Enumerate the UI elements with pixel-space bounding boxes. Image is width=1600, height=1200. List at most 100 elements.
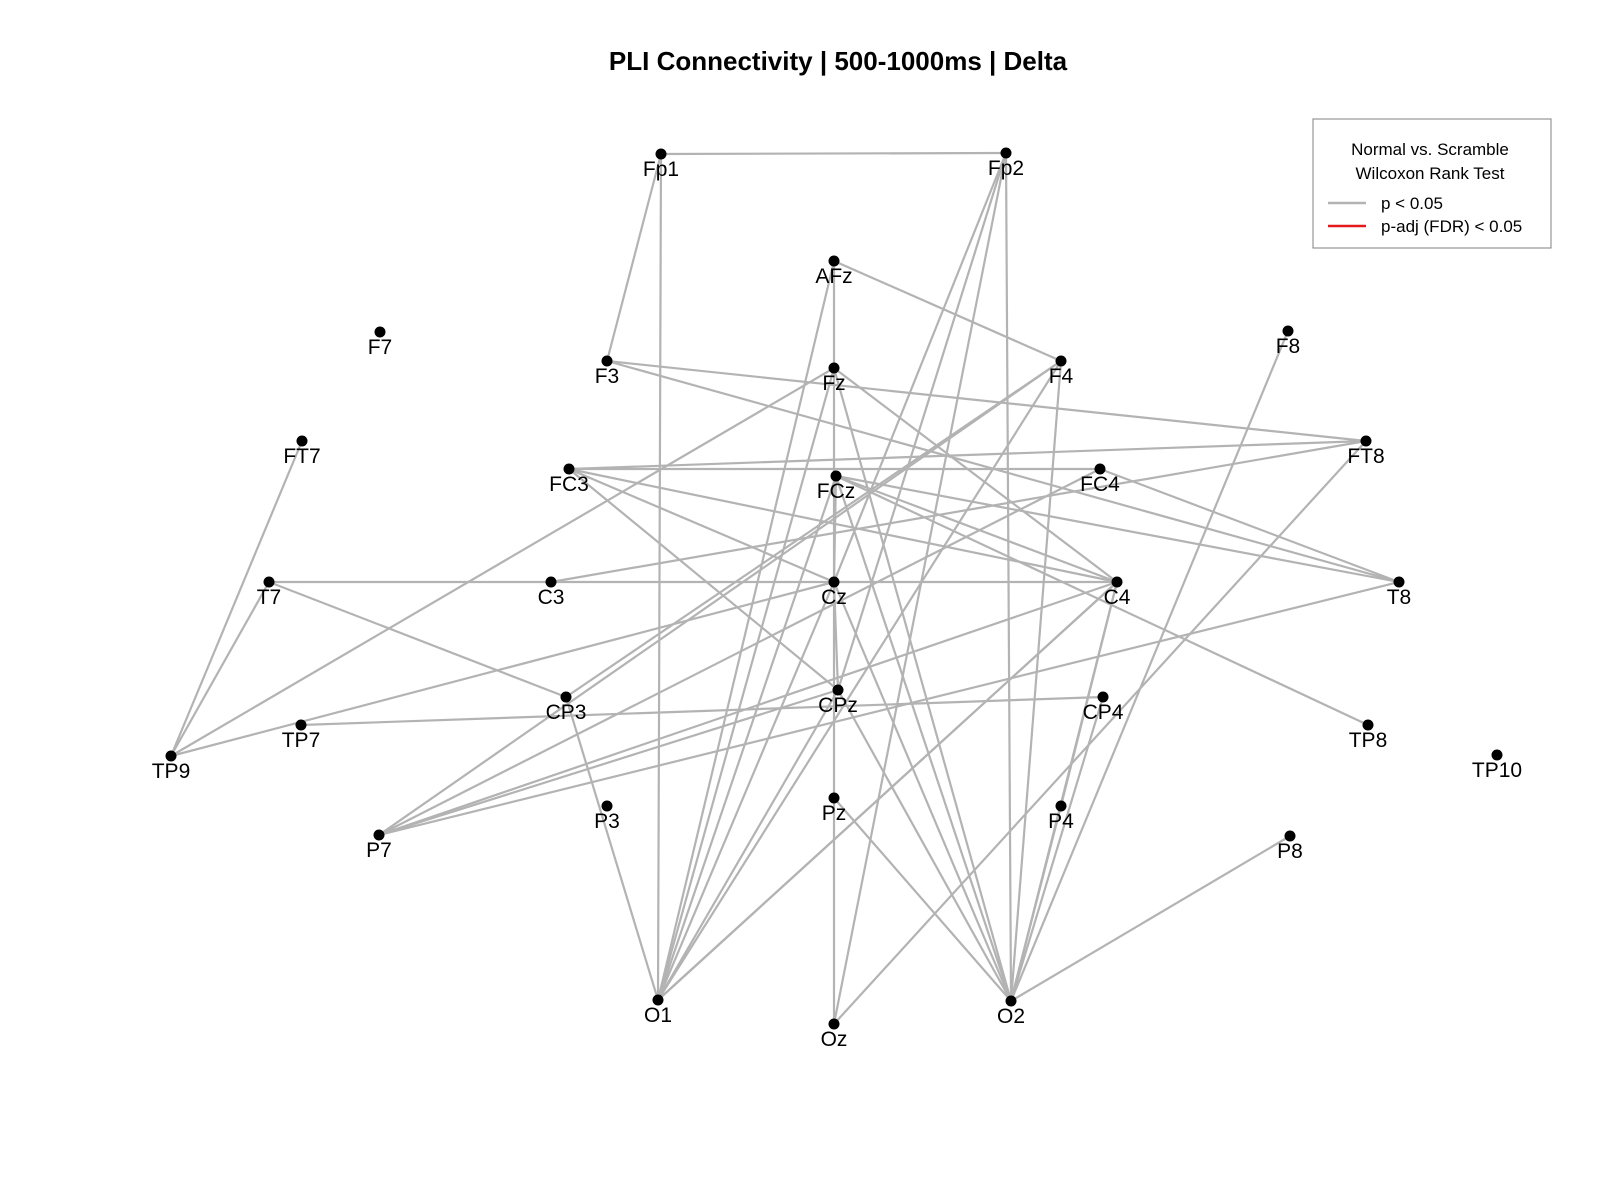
- edge-p005-ft7-tp9: [169, 440, 304, 757]
- legend-label-p005: p < 0.05: [1381, 194, 1443, 213]
- electrode-f7-label: F7: [368, 336, 393, 359]
- electrode-tp10-marker: [1491, 749, 1503, 761]
- electrode-cz-marker: [828, 576, 840, 588]
- electrode-f3-marker: [601, 355, 613, 367]
- electrode-c3-label: C3: [538, 586, 565, 609]
- electrode-p4-label: P4: [1048, 810, 1074, 833]
- electrode-o1-label: O1: [644, 1004, 672, 1027]
- electrode-oz-marker: [828, 1018, 840, 1030]
- electrode-fc3-marker: [563, 463, 575, 475]
- edge-p005-fc4-p7: [378, 468, 1101, 836]
- edge-p005-fz-tp9: [170, 367, 835, 757]
- electrode-fz-marker: [828, 362, 840, 374]
- legend: Normal vs. Scramble Wilcoxon Rank Test p…: [1312, 118, 1552, 249]
- edge-p005-cpz-o1: [657, 689, 839, 1001]
- edge-p005-fc4-t8: [1099, 467, 1400, 584]
- electrode-c4-marker: [1111, 576, 1123, 588]
- electrode-ft8-marker: [1360, 435, 1372, 447]
- edge-p005-cpz-o2: [837, 689, 1012, 1002]
- edge-p005-ft8-oz: [833, 440, 1367, 1025]
- edge-p005-cz-o1: [656, 581, 836, 1001]
- edge-p005-cz-cpz: [832, 581, 840, 691]
- electrode-tp8-label: TP8: [1349, 729, 1388, 752]
- edge-p005-fp1-o1: [656, 153, 663, 1001]
- edge-p005-fp1-f3: [605, 153, 663, 362]
- electrode-cpz-marker: [832, 684, 844, 696]
- edge-p005-p4-o2: [1009, 805, 1063, 1002]
- electrode-o1-marker: [652, 994, 664, 1006]
- edge-p005-ft8-c3: [550, 439, 1367, 584]
- edge-p005-fcz-cz: [832, 475, 838, 583]
- electrode-tp9-marker: [165, 750, 177, 762]
- edge-p005-c4-o1: [657, 581, 1118, 1001]
- edge-p005-fc3-cz: [568, 467, 835, 584]
- edge-p005-pz-o2: [833, 797, 1012, 1002]
- electrode-fp2-label: Fp2: [988, 157, 1024, 180]
- edge-p005-fz-o2: [832, 367, 1013, 1002]
- edge-p005-fcz-o2: [834, 475, 1013, 1002]
- edge-layer: [169, 151, 1400, 1025]
- electrode-tp7-marker: [295, 719, 307, 731]
- edge-p005-afz-o1: [656, 260, 836, 1001]
- edge-p005-fp2-oz: [832, 152, 1008, 1025]
- electrode-c3-marker: [545, 576, 557, 588]
- electrode-pz-label: Pz: [822, 802, 847, 825]
- electrode-t7-marker: [263, 576, 275, 588]
- electrode-o2-label: O2: [997, 1005, 1025, 1028]
- electrode-tp8-marker: [1362, 719, 1374, 731]
- electrode-fc3-label: FC3: [549, 473, 589, 496]
- edge-p005-fp1-fp2: [660, 151, 1007, 156]
- electrode-cp4-marker: [1097, 691, 1109, 703]
- electrode-fp1-marker: [655, 148, 667, 160]
- electrode-c4-label: C4: [1104, 586, 1131, 609]
- electrode-f7-marker: [374, 326, 386, 338]
- electrode-cpz-label: CPz: [818, 694, 858, 717]
- electrode-o2-marker: [1005, 995, 1017, 1007]
- edge-p005-t8-p7: [378, 580, 1400, 837]
- electrode-fc4-label: FC4: [1080, 473, 1120, 496]
- edge-p005-p8-o2: [1010, 835, 1291, 1002]
- electrode-ft7-label: FT7: [283, 445, 320, 468]
- electrode-p7-marker: [373, 829, 385, 841]
- electrode-afz-label: AFz: [815, 265, 852, 288]
- electrode-pz-marker: [828, 792, 840, 804]
- edge-p005-cz-o2: [832, 581, 1013, 1002]
- edge-p005-f3-ft8: [606, 359, 1367, 443]
- edge-p005-f4-o2: [1009, 360, 1063, 1002]
- edge-p005-fc3-ft8: [568, 439, 1367, 471]
- electrode-p3-label: P3: [594, 810, 620, 833]
- edge-p005-f3-t8: [606, 359, 1400, 584]
- electrode-t8-label: T8: [1387, 586, 1412, 609]
- electrode-cp4-label: CP4: [1083, 701, 1124, 724]
- edge-p005-fz-c4: [833, 367, 1118, 583]
- electrode-f4-label: F4: [1049, 365, 1074, 388]
- electrode-tp7-label: TP7: [282, 729, 321, 752]
- electrode-f8-label: F8: [1276, 335, 1301, 358]
- edge-p005-fcz-tp8: [835, 475, 1369, 726]
- electrode-fcz-label: FCz: [817, 480, 856, 503]
- electrode-fp1-label: Fp1: [643, 158, 679, 181]
- edge-p005-fc3-cpz: [568, 468, 839, 691]
- electrode-p4-marker: [1055, 800, 1067, 812]
- electrode-cp3-marker: [560, 691, 572, 703]
- edge-p005-cp4-o2: [1009, 696, 1105, 1002]
- electrode-ft8-label: FT8: [1347, 445, 1384, 468]
- edge-p005-t7-cp3: [268, 580, 567, 699]
- legend-label-fdr: p-adj (FDR) < 0.05: [1381, 217, 1522, 236]
- electrode-afz-marker: [828, 255, 840, 267]
- electrode-ft7-marker: [296, 435, 308, 447]
- chart-title: PLI Connectivity | 500-1000ms | Delta: [609, 46, 1068, 76]
- electrode-tp9-label: TP9: [152, 760, 191, 783]
- electrode-cp3-label: CP3: [546, 701, 587, 724]
- electrode-cz-label: Cz: [821, 586, 847, 609]
- electrode-p3-marker: [601, 800, 613, 812]
- electrode-fc4-marker: [1094, 463, 1106, 475]
- electrode-p8-marker: [1284, 830, 1296, 842]
- edge-p005-fcz-t8: [835, 474, 1400, 584]
- electrode-p8-label: P8: [1277, 840, 1303, 863]
- electrode-fcz-marker: [830, 470, 842, 482]
- edge-p005-fp2-o2: [1004, 152, 1013, 1002]
- legend-title-line1: Normal vs. Scramble: [1351, 140, 1509, 159]
- edge-p005-tp7-cp4: [300, 695, 1104, 727]
